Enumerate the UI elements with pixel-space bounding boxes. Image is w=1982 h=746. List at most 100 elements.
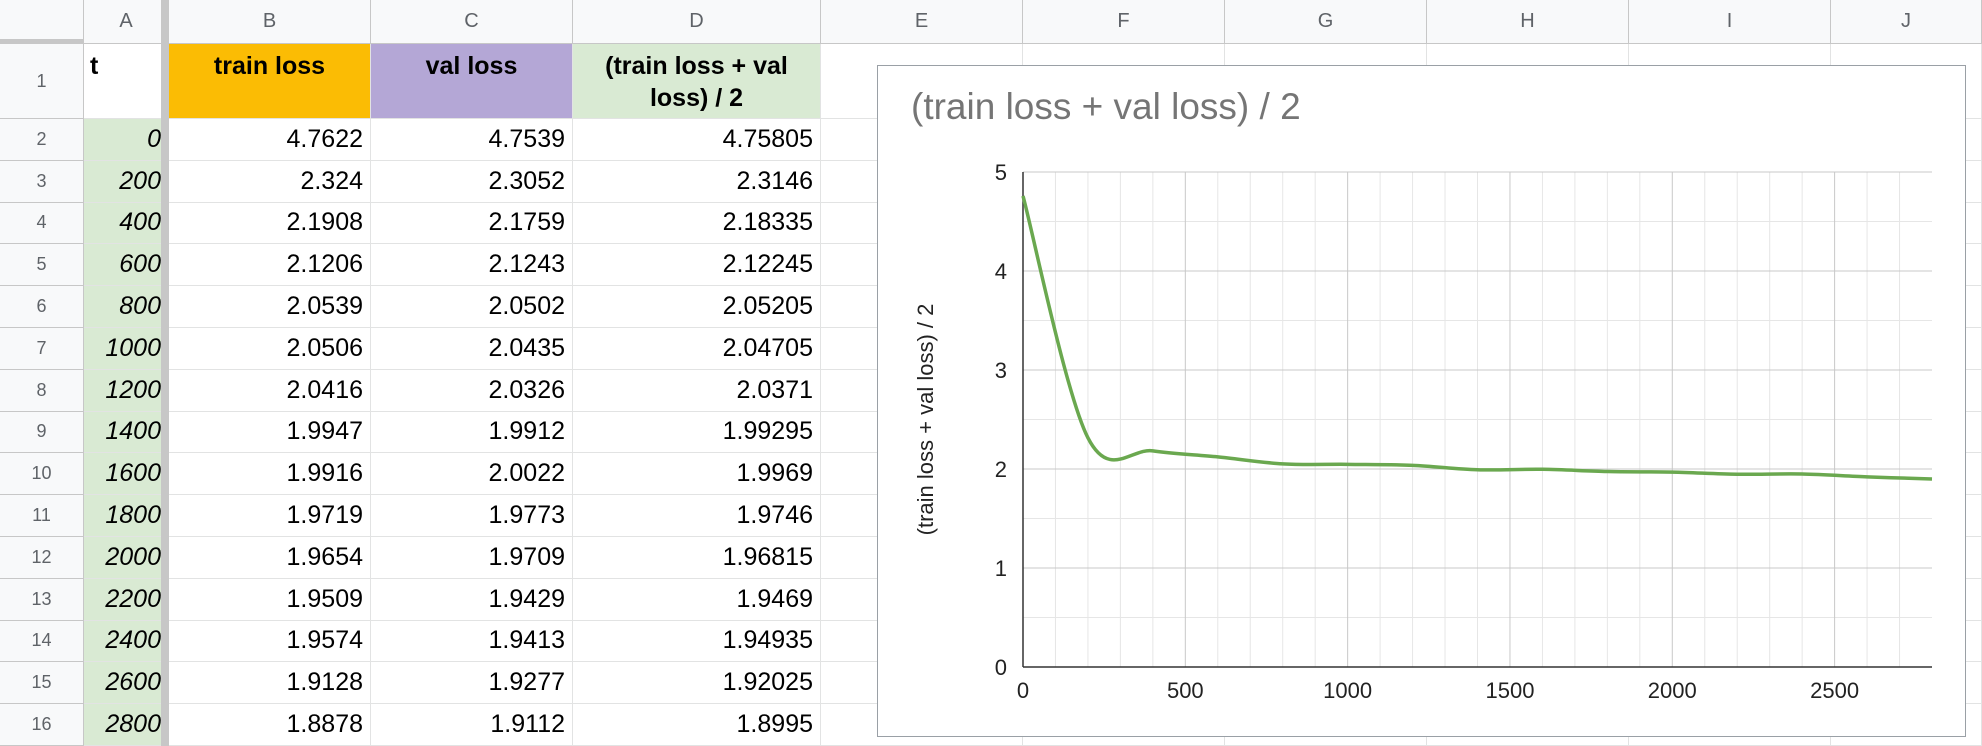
frozen-row-divider[interactable] — [0, 39, 84, 44]
y-axis-label: (train loss + val loss) / 2 — [913, 304, 938, 536]
cell-t-value[interactable]: 2400 — [84, 620, 169, 663]
cell-t-value[interactable]: 400 — [84, 202, 169, 245]
cell-avg-loss-value[interactable]: 2.04705 — [573, 328, 821, 370]
cell-a1-header[interactable]: t — [84, 44, 169, 119]
column-header-d[interactable]: D — [573, 0, 821, 44]
row-header[interactable]: 13 — [0, 578, 84, 621]
cell-val-loss-value[interactable]: 2.3052 — [371, 160, 573, 203]
cell-val-loss-value[interactable]: 1.9773 — [371, 495, 573, 537]
y-tick-label: 0 — [995, 655, 1007, 680]
line-chart[interactable]: 0 500 1000 1500 2000 2500 0 1 2 3 4 5 (train loss + … — [877, 65, 1966, 737]
cell-b1-train-loss-header[interactable]: train loss — [169, 44, 371, 119]
row-header[interactable]: 15 — [0, 662, 84, 705]
row-header[interactable]: 5 — [0, 244, 84, 287]
column-header-a[interactable]: A — [84, 0, 169, 44]
row-header[interactable]: 12 — [0, 537, 84, 579]
frozen-column-divider[interactable] — [161, 0, 169, 746]
cell-val-loss-value[interactable]: 1.9112 — [371, 704, 573, 746]
cell-avg-loss-value[interactable]: 4.75805 — [573, 119, 821, 161]
column-header-h[interactable]: H — [1427, 0, 1629, 44]
row-header[interactable]: 2 — [0, 119, 84, 161]
cell-t-value[interactable]: 800 — [84, 286, 169, 328]
cell-train-loss-value[interactable]: 1.9128 — [169, 662, 371, 705]
column-header-f[interactable]: F — [1023, 0, 1225, 44]
cell-train-loss-value[interactable]: 2.324 — [169, 160, 371, 203]
cell-val-loss-value[interactable]: 1.9277 — [371, 662, 573, 705]
cell-avg-loss-value[interactable]: 2.18335 — [573, 202, 821, 245]
cell-train-loss-value[interactable]: 1.9509 — [169, 578, 371, 621]
cell-avg-loss-value[interactable]: 1.9746 — [573, 495, 821, 537]
cell-train-loss-value[interactable]: 4.7622 — [169, 119, 371, 161]
cell-val-loss-value[interactable]: 2.0326 — [371, 369, 573, 412]
column-header-b[interactable]: B — [169, 0, 371, 44]
cell-val-loss-value[interactable]: 2.0502 — [371, 286, 573, 328]
cell-t-value[interactable]: 1600 — [84, 453, 169, 496]
cell-t-value[interactable]: 1000 — [84, 328, 169, 370]
row-header[interactable]: 4 — [0, 202, 84, 245]
cell-t-value[interactable]: 2800 — [84, 704, 169, 746]
row-header[interactable]: 16 — [0, 704, 84, 746]
row-header[interactable]: 14 — [0, 620, 84, 663]
cell-val-loss-value[interactable]: 1.9413 — [371, 620, 573, 663]
row-header[interactable]: 6 — [0, 286, 84, 328]
cell-avg-loss-value[interactable]: 1.9969 — [573, 453, 821, 496]
cell-train-loss-value[interactable]: 1.9719 — [169, 495, 371, 537]
cell-avg-loss-value[interactable]: 2.3146 — [573, 160, 821, 203]
cell-train-loss-value[interactable]: 1.9947 — [169, 411, 371, 454]
cell-train-loss-value[interactable]: 2.0506 — [169, 328, 371, 370]
cell-t-value[interactable]: 0 — [84, 119, 169, 161]
cell-avg-loss-value[interactable]: 2.12245 — [573, 244, 821, 287]
cell-avg-loss-value[interactable]: 2.05205 — [573, 286, 821, 328]
select-all-corner[interactable] — [0, 0, 84, 44]
column-header-g[interactable]: G — [1225, 0, 1427, 44]
cell-train-loss-value[interactable]: 2.0539 — [169, 286, 371, 328]
cell-t-value[interactable]: 2600 — [84, 662, 169, 705]
cell-val-loss-value[interactable]: 2.1759 — [371, 202, 573, 245]
cell-train-loss-value[interactable]: 2.1908 — [169, 202, 371, 245]
cell-train-loss-value[interactable]: 1.8878 — [169, 704, 371, 746]
cell-val-loss-value[interactable]: 1.9709 — [371, 537, 573, 579]
cell-val-loss-value[interactable]: 2.1243 — [371, 244, 573, 287]
row-header[interactable]: 8 — [0, 369, 84, 412]
cell-val-loss-value[interactable]: 2.0022 — [371, 453, 573, 496]
cell-t-value[interactable]: 1200 — [84, 369, 169, 412]
cell-t-value[interactable]: 200 — [84, 160, 169, 203]
cell-avg-loss-value[interactable]: 2.0371 — [573, 369, 821, 412]
cell-train-loss-value[interactable]: 2.0416 — [169, 369, 371, 412]
row-header[interactable]: 7 — [0, 328, 84, 370]
x-tick-label: 2000 — [1648, 678, 1697, 703]
column-header-e[interactable]: E — [821, 0, 1023, 44]
y-tick-label: 2 — [995, 457, 1007, 482]
cell-val-loss-value[interactable]: 4.7539 — [371, 119, 573, 161]
cell-avg-loss-value[interactable]: 1.94935 — [573, 620, 821, 663]
cell-t-value[interactable]: 1800 — [84, 495, 169, 537]
row-header[interactable]: 9 — [0, 411, 84, 454]
cell-t-value[interactable]: 600 — [84, 244, 169, 287]
row-header[interactable]: 3 — [0, 160, 84, 203]
column-header-j[interactable]: J — [1831, 0, 1982, 44]
cell-avg-loss-value[interactable]: 1.96815 — [573, 537, 821, 579]
cell-val-loss-value[interactable]: 2.0435 — [371, 328, 573, 370]
cell-t-value[interactable]: 2200 — [84, 578, 169, 621]
cell-val-loss-value[interactable]: 1.9429 — [371, 578, 573, 621]
row-header[interactable]: 1 — [0, 44, 84, 119]
cell-d1-avg-loss-header[interactable]: (train loss + val loss) / 2 — [573, 44, 821, 119]
cell-train-loss-value[interactable]: 1.9916 — [169, 453, 371, 496]
cell-avg-loss-value[interactable]: 1.92025 — [573, 662, 821, 705]
row-header[interactable]: 11 — [0, 495, 84, 537]
y-tick-label: 4 — [995, 259, 1007, 284]
column-header-i[interactable]: I — [1629, 0, 1831, 44]
cell-c1-val-loss-header[interactable]: val loss — [371, 44, 573, 119]
cell-avg-loss-value[interactable]: 1.8995 — [573, 704, 821, 746]
cell-t-value[interactable]: 2000 — [84, 537, 169, 579]
cell-train-loss-value[interactable]: 1.9574 — [169, 620, 371, 663]
cell-avg-loss-value[interactable]: 1.99295 — [573, 411, 821, 454]
cell-avg-loss-value[interactable]: 1.9469 — [573, 578, 821, 621]
column-header-c[interactable]: C — [371, 0, 573, 44]
cell-val-loss-value[interactable]: 1.9912 — [371, 411, 573, 454]
cell-t-value[interactable]: 1400 — [84, 411, 169, 454]
cell-train-loss-value[interactable]: 2.1206 — [169, 244, 371, 287]
row-header[interactable]: 10 — [0, 453, 84, 496]
cell-train-loss-value[interactable]: 1.9654 — [169, 537, 371, 579]
series-line-avg-loss[interactable] — [1021, 195, 1933, 481]
